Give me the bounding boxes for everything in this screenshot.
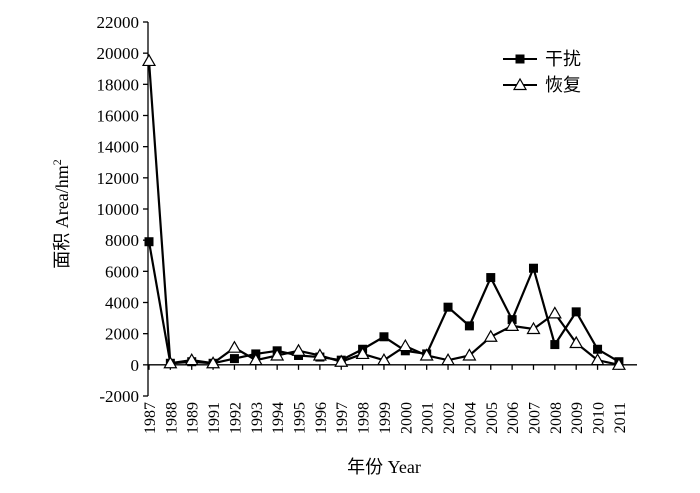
data-point bbox=[312, 348, 327, 361]
y-tick-label: 18000 bbox=[97, 75, 140, 94]
data-point bbox=[248, 352, 263, 366]
x-tick-label: 2007 bbox=[526, 402, 543, 434]
data-point bbox=[505, 318, 520, 331]
y-axis-title-superscript: 2 bbox=[50, 159, 64, 165]
data-point bbox=[334, 354, 349, 367]
y-axis-title: 面积 Area/hm2 bbox=[50, 159, 72, 268]
x-tick-label: 1994 bbox=[270, 402, 287, 434]
x-tick-label: 2005 bbox=[484, 402, 501, 434]
x-tick-label: 1999 bbox=[377, 402, 394, 434]
legend-label: 干扰 bbox=[545, 49, 581, 69]
y-tick-label: -2000 bbox=[99, 387, 139, 406]
data-point bbox=[590, 352, 605, 366]
data-point bbox=[462, 348, 477, 361]
data-point bbox=[569, 335, 584, 349]
x-tick-label: 2004 bbox=[462, 402, 479, 434]
x-tick-label: 1997 bbox=[334, 402, 351, 434]
data-point bbox=[355, 346, 370, 360]
y-tick-label: 12000 bbox=[97, 169, 140, 188]
data-point bbox=[206, 356, 221, 369]
data-point bbox=[441, 352, 456, 366]
x-tick-label: 1992 bbox=[227, 402, 244, 434]
y-tick-label: 4000 bbox=[105, 294, 139, 313]
data-point bbox=[291, 343, 306, 356]
x-tick-label: 2006 bbox=[505, 402, 522, 434]
data-point bbox=[376, 352, 391, 366]
x-axis-title: 年份 Year bbox=[347, 457, 421, 477]
data-point bbox=[163, 356, 178, 369]
y-axis: -2000 0 2000 4000 6000 8000 10000 12000 14000 160… bbox=[97, 13, 149, 406]
data-point bbox=[483, 329, 498, 342]
data-point bbox=[229, 354, 239, 364]
data-point bbox=[398, 338, 413, 352]
x-tick-label: 2009 bbox=[569, 402, 586, 434]
data-point bbox=[419, 348, 434, 361]
y-tick-label: 0 bbox=[131, 356, 140, 375]
data-point bbox=[526, 321, 541, 335]
x-tick-label: 1989 bbox=[185, 402, 202, 434]
data-point bbox=[593, 344, 603, 354]
x-tick-label: 1988 bbox=[163, 402, 180, 434]
legend-marker bbox=[515, 54, 525, 64]
y-tick-label: 2000 bbox=[105, 325, 139, 344]
data-point bbox=[486, 273, 496, 283]
y-tick-label: 20000 bbox=[97, 44, 140, 63]
y-tick-label: 8000 bbox=[105, 231, 139, 250]
x-tick-label: 2008 bbox=[548, 402, 565, 434]
x-tick-label: 1987 bbox=[142, 402, 159, 434]
x-tick-label: 2002 bbox=[441, 402, 458, 434]
series-layer bbox=[141, 53, 626, 370]
x-tick-label: 2010 bbox=[591, 402, 608, 434]
x-axis: 1987 1988 1989 1991 1992 1993 1994 1995 1996 1997… bbox=[142, 364, 637, 434]
legend-marker bbox=[512, 77, 528, 91]
y-tick-label: 16000 bbox=[97, 107, 140, 126]
data-point bbox=[550, 340, 560, 350]
data-point bbox=[227, 340, 242, 353]
series-line bbox=[147, 241, 620, 365]
y-tick-label: 14000 bbox=[97, 138, 140, 157]
y-tick-label: 6000 bbox=[105, 262, 139, 281]
data-point bbox=[141, 53, 157, 67]
x-tick-label: 1993 bbox=[249, 402, 266, 434]
series-2 bbox=[141, 53, 626, 370]
x-tick-label: 2000 bbox=[398, 402, 415, 434]
data-point bbox=[571, 307, 581, 317]
data-point bbox=[443, 302, 453, 312]
series-line bbox=[147, 60, 620, 366]
data-point bbox=[528, 263, 538, 273]
data-point bbox=[547, 306, 562, 319]
x-tick-label: 1995 bbox=[292, 402, 309, 434]
x-tick-label: 2001 bbox=[420, 402, 437, 434]
y-tick-label: 22000 bbox=[97, 13, 140, 32]
series-1 bbox=[144, 237, 624, 368]
x-tick-label: 1996 bbox=[313, 402, 330, 434]
x-tick-label: 1998 bbox=[356, 402, 373, 434]
data-point bbox=[464, 321, 474, 331]
y-tick-label: 10000 bbox=[97, 200, 140, 219]
x-tick-label: 2011 bbox=[612, 402, 629, 433]
x-tick-label: 1991 bbox=[206, 402, 223, 434]
data-point bbox=[184, 352, 199, 366]
data-point bbox=[611, 357, 626, 370]
data-point bbox=[144, 237, 154, 247]
data-point bbox=[270, 348, 285, 361]
data-point bbox=[379, 332, 389, 342]
legend-label: 恢复 bbox=[545, 75, 581, 95]
